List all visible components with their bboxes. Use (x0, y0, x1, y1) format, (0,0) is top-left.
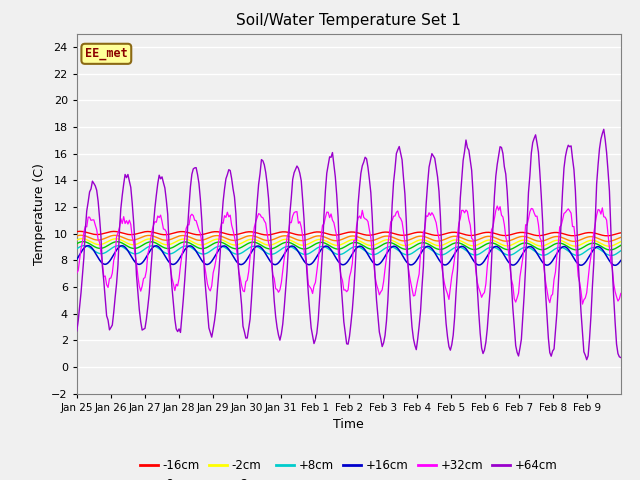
Legend: -16cm, -8cm, -2cm, +2cm, +8cm, +16cm, +32cm, +64cm: -16cm, -8cm, -2cm, +2cm, +8cm, +16cm, +3… (135, 455, 563, 480)
Y-axis label: Temperature (C): Temperature (C) (33, 163, 45, 264)
Title: Soil/Water Temperature Set 1: Soil/Water Temperature Set 1 (236, 13, 461, 28)
X-axis label: Time: Time (333, 418, 364, 431)
Text: EE_met: EE_met (85, 48, 128, 60)
